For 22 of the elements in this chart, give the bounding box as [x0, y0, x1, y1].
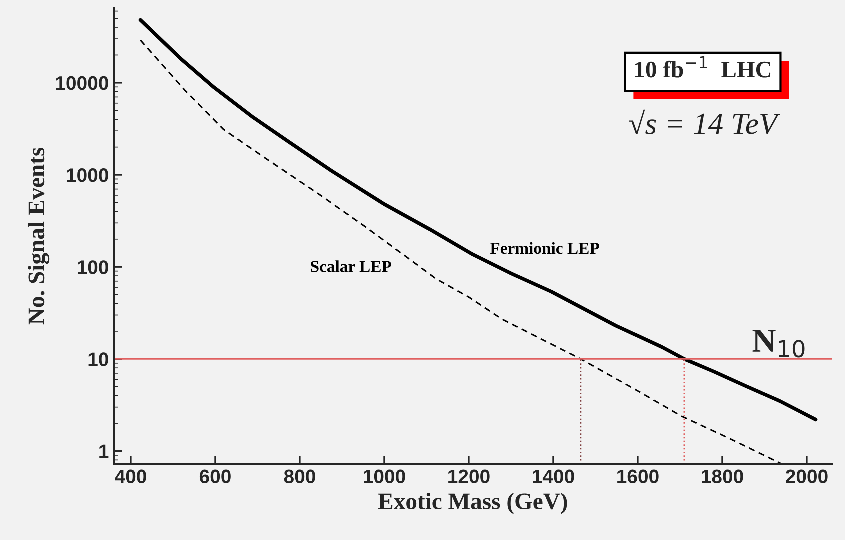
x-tick-label: 1000: [364, 470, 406, 484]
x-tick-label: 2000: [786, 470, 828, 484]
x-tick-label: 1600: [618, 470, 659, 484]
y-tick-label: 10: [88, 352, 108, 366]
series-label: Fermionic LEP: [490, 242, 600, 254]
series-label: Scalar LEP: [311, 260, 392, 272]
y-tick-label: 1000: [67, 168, 108, 182]
x-axis-title: Exotic Mass (GeV): [378, 492, 568, 514]
y-tick-label: 1: [100, 444, 109, 458]
x-tick-label: 1800: [702, 470, 744, 484]
y-tick-label: 100: [78, 260, 108, 274]
x-tick-label: 400: [115, 470, 146, 484]
x-tick-label: 800: [284, 470, 316, 484]
y-tick-label: 10000: [56, 76, 108, 90]
annotation: √s = 14 TeV: [629, 110, 781, 135]
x-tick-label: 1400: [533, 470, 574, 484]
x-tick-label: 1200: [448, 470, 490, 484]
annotation: 10 fb$^{−1}$ LHC: [636, 56, 771, 78]
line-series: [138, 18, 818, 422]
ref-line-label: N$_{10}$: [752, 330, 805, 358]
x-tick-label: 600: [200, 470, 231, 484]
y-axis-title: No. Signal Events: [28, 148, 50, 325]
